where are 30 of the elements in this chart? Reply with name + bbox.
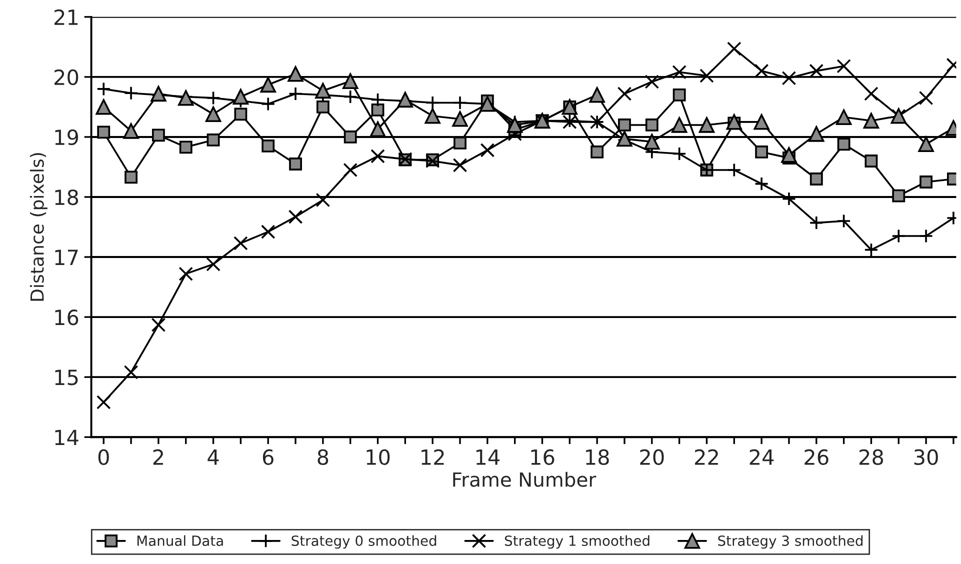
x-tick-label: 26 bbox=[804, 449, 828, 466]
y-tick-label: 20 bbox=[54, 69, 78, 86]
x-tick-label: 30 bbox=[914, 449, 938, 466]
y-tick-label: 19 bbox=[55, 129, 78, 146]
y-axis-title: Distance (pixels) bbox=[30, 153, 48, 301]
x-tick-label: 12 bbox=[422, 449, 444, 465]
x-tick-label: 4 bbox=[208, 450, 219, 465]
y-tick-label: 18 bbox=[55, 189, 78, 206]
y-tick-label: 14 bbox=[55, 430, 78, 446]
legend-label: Strategy 3 smoothed bbox=[718, 535, 863, 549]
x-tick-label: 2 bbox=[153, 449, 163, 465]
y-tick-label: 17 bbox=[55, 250, 78, 265]
x-tick-label: 0 bbox=[98, 449, 109, 466]
legend-label: Strategy 1 smoothed bbox=[504, 535, 650, 549]
x-axis-title: Frame Number bbox=[453, 472, 596, 487]
legend-label: Strategy 0 smoothed bbox=[292, 535, 436, 549]
x-tick-label: 10 bbox=[366, 449, 390, 466]
x-tick-label: 6 bbox=[262, 449, 274, 466]
x-tick-label: 28 bbox=[859, 449, 884, 466]
x-tick-label: 14 bbox=[476, 450, 500, 465]
x-tick-label: 20 bbox=[640, 449, 664, 466]
x-tick-label: 8 bbox=[318, 449, 328, 466]
legend-label: Manual Data bbox=[137, 535, 223, 546]
x-tick-label: 24 bbox=[750, 449, 774, 465]
x-tick-label: 18 bbox=[586, 449, 609, 466]
x-tick-label: 16 bbox=[531, 449, 554, 466]
x-tick-label: 22 bbox=[695, 449, 718, 465]
y-tick-label: 21 bbox=[54, 9, 78, 25]
y-tick-label: 16 bbox=[55, 310, 78, 326]
y-tick-label: 15 bbox=[55, 370, 78, 386]
